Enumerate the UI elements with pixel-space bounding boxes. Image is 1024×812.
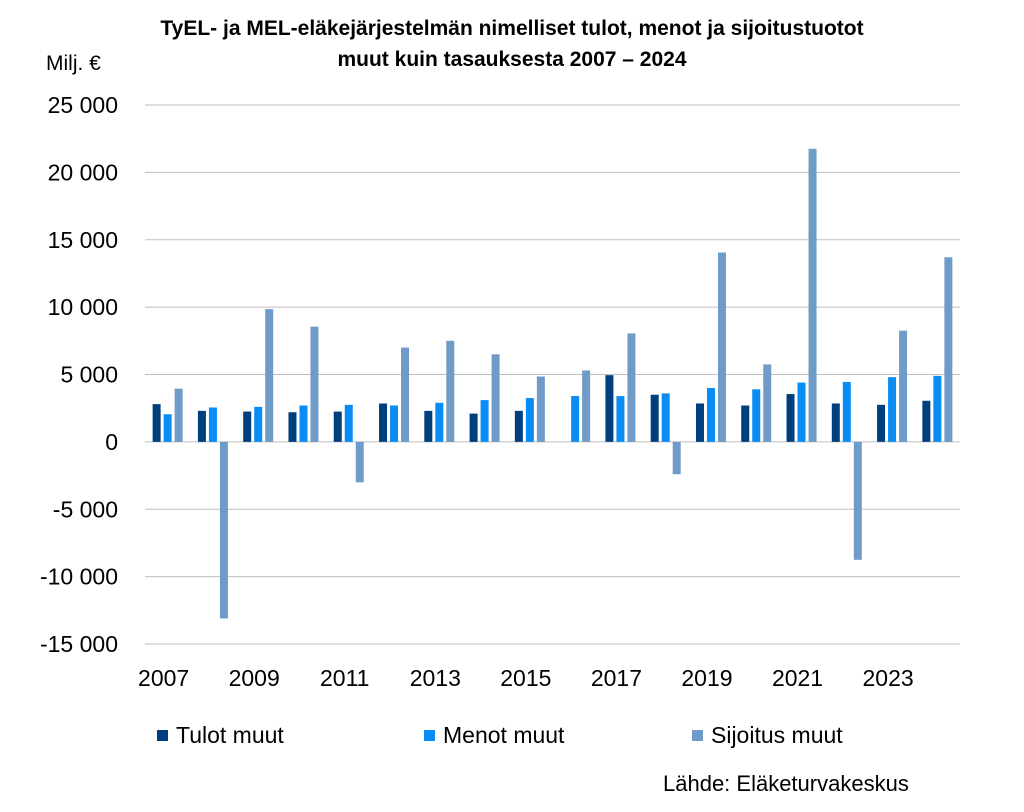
source-note: Lähde: Eläketurvakeskus [663, 771, 909, 796]
y-tick-label: -10 000 [40, 564, 118, 590]
bar-menot-2020 [752, 389, 761, 442]
bar-sijoitus-2021 [808, 148, 817, 442]
legend-item-tulot: Tulot muut [157, 722, 284, 749]
bar-tulot-2020 [741, 405, 750, 442]
bar-menot-2010 [299, 405, 308, 442]
bar-sijoitus-2011 [355, 441, 364, 483]
x-tick-label: 2021 [772, 665, 823, 691]
x-tick-label: 2019 [681, 665, 732, 691]
legend-item-menot: Menot muut [424, 722, 564, 749]
x-tick-label: 2023 [862, 665, 913, 691]
bar-sijoitus-2012 [401, 347, 410, 442]
bar-menot-2022 [842, 381, 851, 442]
legend-label-sijoitus: Sijoitus muut [711, 722, 843, 748]
y-tick-label: -15 000 [40, 631, 118, 657]
bar-menot-2015 [525, 398, 534, 442]
bar-tulot-2009 [243, 411, 252, 442]
bar-menot-2012 [390, 405, 399, 442]
chart-title-line1: TyEL- ja MEL-eläkejärjestelmän nimellise… [160, 17, 864, 40]
bar-tulot-2014 [469, 413, 478, 442]
bar-menot-2013 [435, 402, 444, 442]
x-tick-label: 2017 [591, 665, 642, 691]
x-tick-label: 2011 [320, 665, 369, 691]
bar-menot-2018 [661, 393, 670, 442]
bar-tulot-2012 [379, 403, 388, 442]
gridlines [145, 104, 960, 645]
bar-sijoitus-2016 [582, 370, 591, 442]
bar-sijoitus-2020 [763, 364, 772, 442]
bar-sijoitus-2010 [310, 326, 319, 442]
bar-menot-2019 [706, 387, 715, 442]
y-tick-label: -5 000 [53, 496, 118, 522]
bar-sijoitus-2013 [446, 340, 455, 442]
bar-tulot-2024 [922, 400, 931, 442]
bar-sijoitus-2015 [536, 376, 545, 442]
bar-menot-2007 [163, 414, 172, 442]
x-tick-label: 2007 [138, 665, 189, 691]
bar-menot-2011 [344, 404, 353, 442]
bar-tulot-2007 [152, 404, 161, 442]
x-tick-label: 2015 [500, 665, 551, 691]
bar-sijoitus-2014 [491, 354, 500, 442]
bar-menot-2009 [254, 406, 263, 442]
bar-tulot-2021 [786, 394, 795, 442]
bar-sijoitus-2017 [627, 333, 636, 442]
bar-tulot-2008 [197, 410, 206, 442]
bar-sijoitus-2007 [174, 388, 183, 442]
y-tick-label: 25 000 [48, 92, 118, 118]
bar-menot-2024 [933, 375, 942, 442]
y-tick-label: 20 000 [48, 159, 118, 185]
y-tick-label: 5 000 [60, 362, 118, 388]
bars [152, 148, 953, 619]
y-tick-label: 10 000 [48, 294, 118, 320]
bar-tulot-2022 [831, 403, 840, 442]
bar-sijoitus-2018 [672, 441, 681, 475]
bar-menot-2008 [208, 407, 217, 442]
bar-sijoitus-2022 [853, 441, 862, 560]
bar-tulot-2019 [695, 403, 704, 442]
bar-tulot-2011 [333, 411, 342, 442]
bar-menot-2023 [888, 377, 897, 442]
y-axis-unit-label: Milj. € [46, 52, 101, 75]
bar-sijoitus-2023 [899, 330, 908, 442]
legend-label-menot: Menot muut [443, 722, 565, 748]
bar-tulot-2010 [288, 412, 297, 442]
legend-swatch-menot [424, 730, 435, 741]
bar-tulot-2015 [514, 410, 523, 442]
chart-title-line2: muut kuin tasauksesta 2007 – 2024 [337, 48, 687, 71]
x-axis-tick-labels: 2007 2009 2011 2013 2015 2017 2019 2021 2023 [138, 665, 914, 691]
bar-menot-2017 [616, 396, 625, 442]
legend-swatch-tulot [157, 730, 168, 741]
x-tick-label: 2013 [410, 665, 461, 691]
bar-tulot-2023 [877, 404, 886, 442]
legend-item-sijoitus: Sijoitus muut [692, 722, 843, 749]
bar-tulot-2018 [650, 394, 659, 442]
bar-sijoitus-2019 [717, 252, 726, 442]
bar-menot-2016 [571, 396, 580, 442]
bar-tulot-2017 [605, 375, 614, 442]
bar-menot-2021 [797, 382, 806, 442]
legend-swatch-sijoitus [692, 730, 703, 741]
bar-sijoitus-2008 [219, 441, 228, 619]
y-axis-tick-labels: 25 000 20 000 15 000 10 000 5 000 0 -5 000 -10 … [40, 92, 118, 657]
y-tick-label: 0 [105, 429, 118, 455]
legend-label-tulot: Tulot muut [176, 722, 284, 748]
y-tick-label: 15 000 [48, 227, 118, 253]
x-tick-label: 2009 [229, 665, 280, 691]
bar-tulot-2013 [424, 410, 433, 442]
bar-sijoitus-2024 [944, 257, 953, 442]
bar-menot-2014 [480, 400, 489, 442]
bar-sijoitus-2009 [265, 309, 274, 442]
